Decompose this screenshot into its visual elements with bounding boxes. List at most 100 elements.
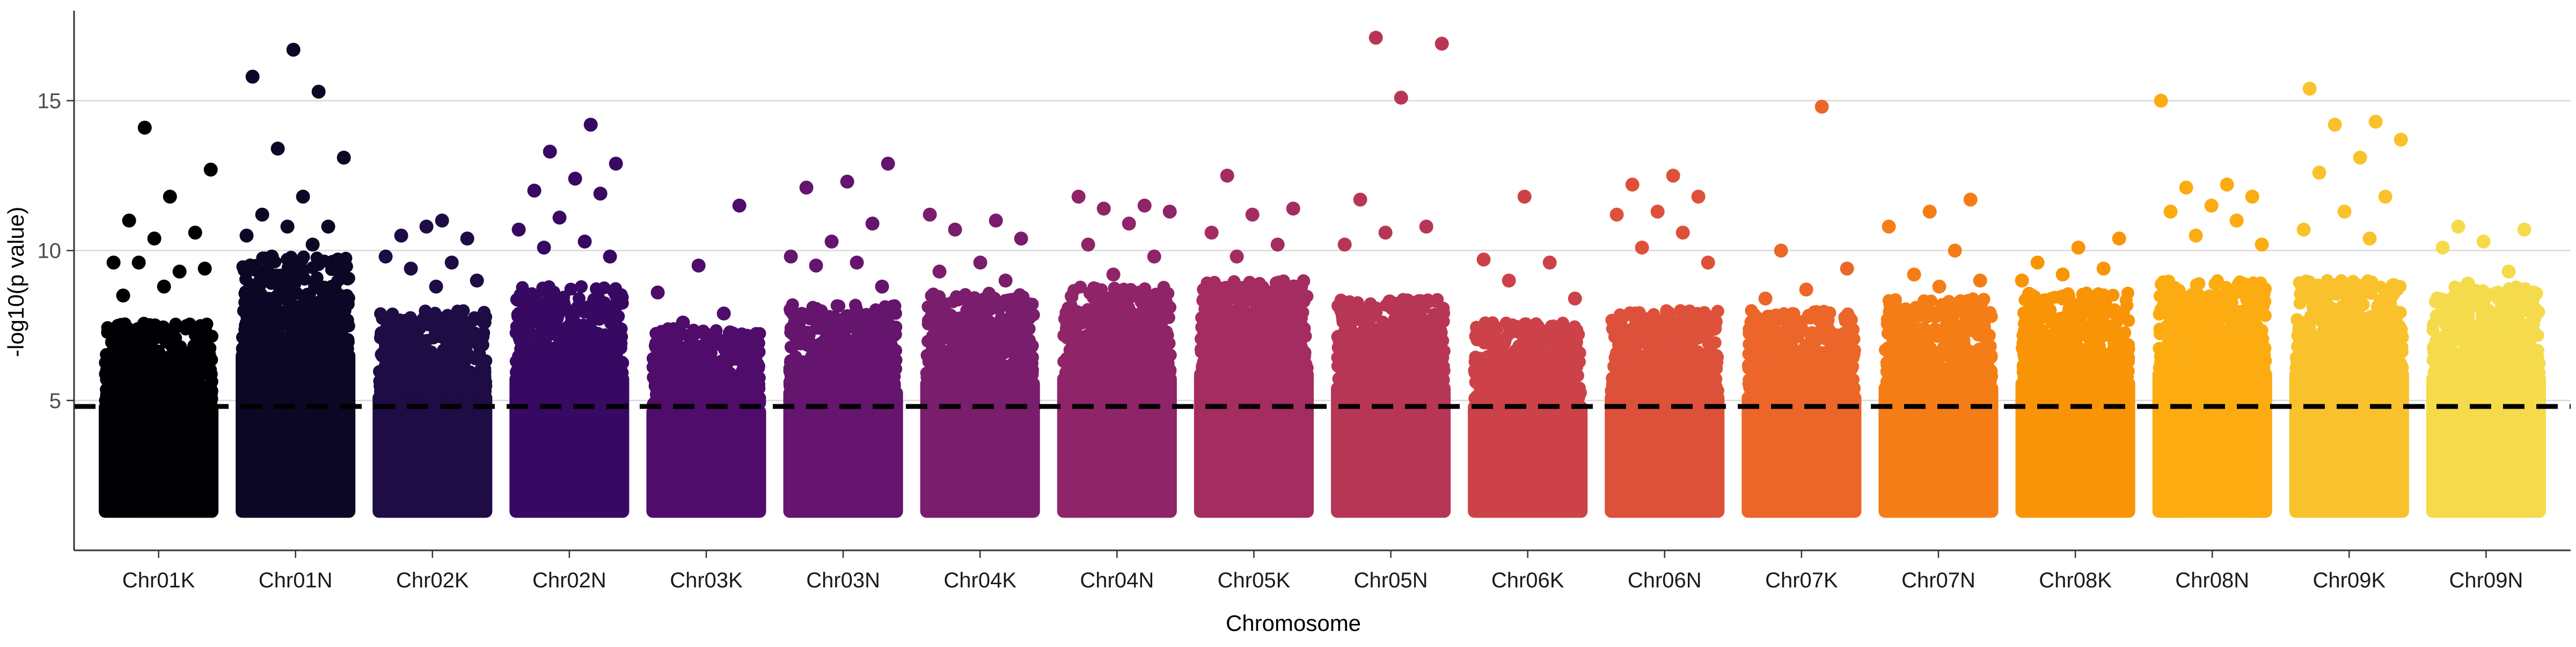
data-point	[1276, 339, 1289, 352]
data-point	[1094, 351, 1107, 364]
data-point	[1065, 290, 1078, 303]
peak-point	[240, 229, 254, 243]
data-point	[455, 366, 468, 379]
peak-point	[116, 288, 130, 302]
data-point	[1102, 325, 1115, 338]
data-point	[651, 374, 664, 387]
peak-point	[148, 231, 162, 245]
data-point	[239, 343, 252, 356]
peak-point	[594, 187, 608, 201]
data-point	[1063, 327, 1075, 340]
peak-point	[306, 238, 320, 252]
peak-point	[1205, 226, 1219, 239]
peak-point	[553, 210, 567, 224]
peak-point	[138, 121, 152, 135]
data-point	[604, 305, 617, 318]
peak-point	[1107, 267, 1121, 281]
data-point	[706, 379, 719, 392]
peak-point	[609, 157, 623, 171]
dense-point-band	[1057, 373, 1177, 518]
data-point	[614, 332, 627, 345]
data-point	[844, 377, 857, 390]
data-point	[1301, 290, 1314, 303]
data-point	[425, 385, 437, 398]
peak-point	[676, 316, 690, 330]
data-point	[149, 389, 162, 402]
data-point	[609, 366, 622, 379]
data-point	[475, 337, 488, 350]
data-point	[1092, 362, 1105, 375]
dense-point-band	[509, 373, 629, 518]
chromosome-Chr02N	[509, 118, 629, 518]
data-point	[1123, 357, 1136, 370]
data-point	[417, 370, 430, 383]
data-point	[935, 343, 948, 356]
peak-point	[420, 220, 434, 234]
data-point	[947, 340, 960, 353]
peak-point	[784, 250, 798, 264]
data-point	[974, 337, 986, 350]
data-point	[941, 362, 954, 375]
peak-point	[1220, 169, 1234, 183]
data-point	[1286, 309, 1299, 322]
data-point	[1083, 350, 1096, 362]
data-point	[459, 340, 472, 353]
data-point	[1253, 277, 1266, 290]
peak-point	[543, 144, 557, 158]
peak-point	[435, 214, 449, 228]
data-point	[1077, 363, 1089, 376]
data-point	[832, 380, 845, 392]
data-point	[1268, 296, 1280, 309]
data-point	[1269, 361, 1282, 374]
data-point	[451, 304, 464, 317]
data-point	[419, 304, 431, 317]
data-point	[1089, 282, 1102, 295]
data-point	[478, 372, 491, 384]
data-point	[723, 326, 736, 339]
data-point	[806, 360, 819, 373]
data-point	[312, 258, 325, 271]
data-point	[292, 330, 305, 343]
peak-point	[1286, 202, 1300, 216]
data-point	[1280, 353, 1293, 366]
data-point	[194, 394, 207, 406]
data-point	[1005, 371, 1018, 384]
data-point	[160, 364, 173, 376]
peak-point	[331, 252, 345, 266]
data-point	[479, 310, 492, 323]
data-point	[160, 336, 173, 348]
data-point	[510, 320, 523, 333]
peak-point	[312, 85, 326, 99]
data-point	[1080, 335, 1093, 347]
peak-point	[1147, 250, 1161, 264]
peak-point	[1122, 216, 1136, 230]
peak-point	[1097, 202, 1111, 216]
data-point	[187, 339, 200, 352]
peak-point	[157, 280, 171, 294]
data-point	[1201, 281, 1213, 294]
peak-point	[1081, 238, 1095, 252]
data-point	[1013, 332, 1026, 345]
data-point	[743, 375, 756, 388]
data-point	[100, 348, 113, 361]
data-point	[121, 380, 134, 393]
chromosome-Chr04N	[1057, 190, 1177, 518]
peak-point	[840, 175, 854, 188]
data-point	[939, 306, 952, 318]
peak-point	[429, 280, 443, 294]
data-point	[979, 295, 992, 308]
peak-point	[246, 70, 260, 84]
data-point	[662, 322, 675, 335]
peak-point	[255, 208, 269, 222]
data-point	[1293, 357, 1306, 370]
data-point	[380, 311, 393, 324]
data-point	[595, 347, 608, 360]
peak-point	[825, 235, 839, 249]
data-point	[933, 290, 946, 303]
data-point	[1249, 326, 1262, 339]
data-point	[1076, 315, 1089, 328]
data-point	[832, 300, 845, 312]
peak-point	[188, 226, 202, 239]
data-point	[859, 320, 872, 333]
peak-point	[296, 190, 310, 203]
